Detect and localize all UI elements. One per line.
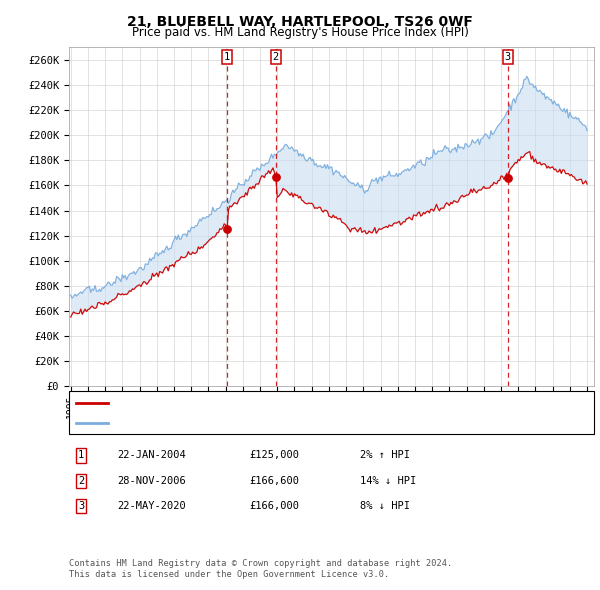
Text: This data is licensed under the Open Government Licence v3.0.: This data is licensed under the Open Gov…: [69, 571, 389, 579]
Text: 1: 1: [78, 451, 84, 460]
Text: 8% ↓ HPI: 8% ↓ HPI: [360, 502, 410, 511]
Text: 21, BLUEBELL WAY, HARTLEPOOL, TS26 0WF (detached house): 21, BLUEBELL WAY, HARTLEPOOL, TS26 0WF (…: [114, 398, 458, 408]
Text: 2: 2: [78, 476, 84, 486]
Point: [503, 173, 513, 182]
Text: 3: 3: [505, 53, 511, 63]
Text: Contains HM Land Registry data © Crown copyright and database right 2024.: Contains HM Land Registry data © Crown c…: [69, 559, 452, 568]
Text: 2% ↑ HPI: 2% ↑ HPI: [360, 451, 410, 460]
Text: 21, BLUEBELL WAY, HARTLEPOOL, TS26 0WF: 21, BLUEBELL WAY, HARTLEPOOL, TS26 0WF: [127, 15, 473, 29]
Text: £125,000: £125,000: [249, 451, 299, 460]
Text: 22-MAY-2020: 22-MAY-2020: [117, 502, 186, 511]
Point: [222, 225, 232, 234]
Text: Price paid vs. HM Land Registry's House Price Index (HPI): Price paid vs. HM Land Registry's House …: [131, 26, 469, 39]
Text: 14% ↓ HPI: 14% ↓ HPI: [360, 476, 416, 486]
Text: £166,000: £166,000: [249, 502, 299, 511]
Text: 2: 2: [272, 53, 279, 63]
Text: 1: 1: [224, 53, 230, 63]
Text: 28-NOV-2006: 28-NOV-2006: [117, 476, 186, 486]
Point: [271, 172, 281, 182]
Text: HPI: Average price, detached house, Hartlepool: HPI: Average price, detached house, Hart…: [114, 418, 401, 428]
Text: 3: 3: [78, 502, 84, 511]
Text: £166,600: £166,600: [249, 476, 299, 486]
Text: 22-JAN-2004: 22-JAN-2004: [117, 451, 186, 460]
